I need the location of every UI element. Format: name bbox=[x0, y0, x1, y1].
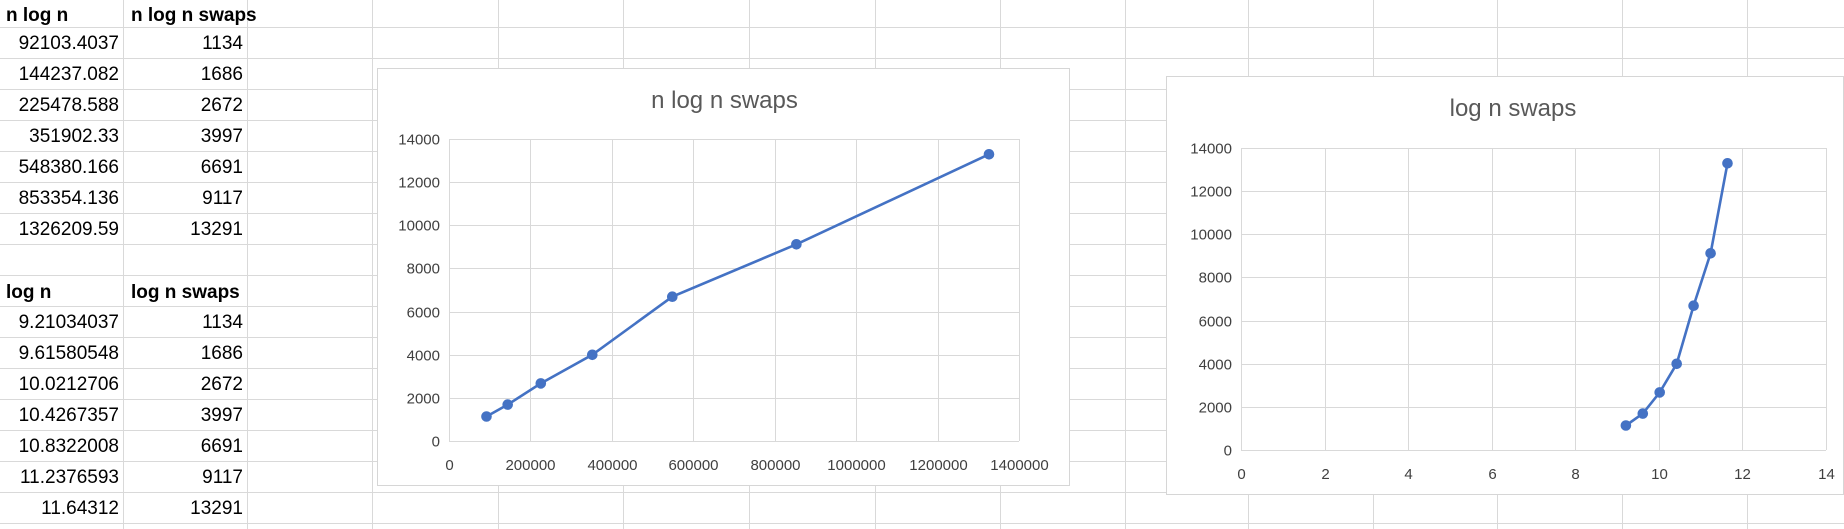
data-point[interactable] bbox=[587, 349, 598, 361]
data-point[interactable] bbox=[1705, 248, 1716, 259]
data-point[interactable] bbox=[481, 411, 492, 422]
chart-title: log n swaps bbox=[1450, 95, 1577, 122]
y-tick-label: 8000 bbox=[407, 261, 440, 278]
table-cell[interactable]: 92103.4037 bbox=[18, 33, 119, 54]
table-cell[interactable]: 9.61580548 bbox=[18, 343, 119, 364]
y-tick-label: 0 bbox=[1224, 443, 1232, 460]
table-cell[interactable]: 1326209.59 bbox=[18, 219, 119, 240]
y-tick-label: 2000 bbox=[407, 391, 440, 408]
table-cell[interactable]: 853354.136 bbox=[18, 188, 119, 209]
y-tick-label: 12000 bbox=[1190, 184, 1232, 201]
y-tick-label: 8000 bbox=[1199, 270, 1232, 287]
x-tick-label: 1000000 bbox=[827, 457, 885, 474]
x-tick-label: 0 bbox=[1237, 466, 1245, 483]
data-point[interactable] bbox=[1671, 358, 1683, 370]
table-cell[interactable]: 1686 bbox=[200, 64, 243, 85]
x-tick-label: 1200000 bbox=[909, 457, 967, 474]
table-cell[interactable]: 11.2376593 bbox=[20, 467, 119, 488]
table-cell[interactable]: 9117 bbox=[202, 467, 243, 488]
header-cell-n-log-n[interactable]: n log n bbox=[6, 5, 69, 26]
table-cell[interactable]: 2672 bbox=[200, 95, 243, 116]
table-cell[interactable]: 548380.166 bbox=[18, 157, 119, 178]
table-cell[interactable]: 1686 bbox=[200, 343, 243, 364]
y-tick-label: 10000 bbox=[398, 218, 440, 235]
series-line bbox=[1625, 163, 1729, 427]
x-tick-label: 800000 bbox=[750, 457, 800, 474]
table-cell[interactable]: 13291 bbox=[190, 219, 243, 240]
table-cell[interactable]: 144237.082 bbox=[18, 64, 119, 85]
table-cell[interactable]: 3997 bbox=[200, 405, 243, 426]
chart-svg: log n swaps 0 2000 4000 6000 8000 10000 12000 1… bbox=[1190, 95, 1835, 483]
y-tick-label: 4000 bbox=[1199, 357, 1232, 374]
x-tick-label: 8 bbox=[1571, 466, 1579, 483]
header-cell-log-n[interactable]: log n bbox=[6, 282, 52, 303]
table-cell[interactable]: 3997 bbox=[200, 126, 243, 147]
data-point[interactable] bbox=[535, 378, 547, 389]
table-cell[interactable]: 9117 bbox=[202, 188, 243, 209]
data-point[interactable] bbox=[502, 399, 513, 410]
series-line bbox=[485, 153, 990, 418]
chart-n-log-n-swaps[interactable]: n log n swaps 0 2000 4000 6000 8000 10000 1200… bbox=[377, 68, 1070, 486]
table-cell[interactable]: 11.64312 bbox=[41, 498, 119, 519]
chart-title: n log n swaps bbox=[651, 87, 798, 114]
x-tick-label: 6 bbox=[1488, 466, 1496, 483]
table-cell[interactable]: 13291 bbox=[190, 498, 243, 519]
data-point[interactable] bbox=[1637, 408, 1649, 419]
data-point[interactable] bbox=[1688, 300, 1699, 311]
table-cell[interactable]: 2672 bbox=[200, 374, 243, 395]
y-tick-label: 4000 bbox=[407, 348, 440, 365]
table-cell[interactable]: 6691 bbox=[200, 436, 243, 457]
table-cell[interactable]: 351902.33 bbox=[29, 126, 119, 147]
x-tick-label: 600000 bbox=[668, 457, 718, 474]
y-tick-label: 2000 bbox=[1199, 400, 1232, 417]
x-tick-label: 2 bbox=[1321, 466, 1329, 483]
x-tick-label: 1400000 bbox=[990, 457, 1048, 474]
x-tick-label: 0 bbox=[445, 457, 453, 474]
table-cell[interactable]: 1134 bbox=[202, 33, 243, 54]
y-tick-label: 14000 bbox=[1190, 141, 1232, 158]
x-tick-label: 200000 bbox=[505, 457, 555, 474]
data-point[interactable] bbox=[1654, 387, 1666, 398]
table-cell[interactable]: 6691 bbox=[200, 157, 243, 178]
table-cell[interactable]: 10.8322008 bbox=[18, 436, 119, 457]
header-cell-log-n-swaps[interactable]: log n swaps bbox=[131, 282, 240, 303]
table-cell[interactable]: 10.4267357 bbox=[18, 405, 119, 426]
data-point[interactable] bbox=[1722, 158, 1733, 169]
table-cell[interactable]: 10.0212706 bbox=[18, 374, 119, 395]
header-cell-n-log-n-swaps[interactable]: n log n swaps bbox=[131, 5, 257, 26]
y-tick-label: 10000 bbox=[1190, 227, 1232, 244]
table-cell[interactable]: 9.21034037 bbox=[18, 312, 119, 333]
chart-log-n-swaps[interactable]: log n swaps 0 2000 4000 6000 8000 10000 12000 1… bbox=[1166, 76, 1844, 495]
x-tick-label: 10 bbox=[1651, 466, 1668, 483]
y-tick-label: 0 bbox=[432, 434, 440, 451]
y-tick-label: 14000 bbox=[398, 132, 440, 149]
chart-svg: n log n swaps 0 2000 4000 6000 8000 10000 1200… bbox=[398, 87, 1048, 474]
x-tick-label: 14 bbox=[1818, 466, 1835, 483]
table-cell[interactable]: 1134 bbox=[202, 312, 243, 333]
y-tick-label: 12000 bbox=[398, 175, 440, 192]
x-tick-label: 4 bbox=[1404, 466, 1412, 483]
table-cell[interactable]: 225478.588 bbox=[18, 95, 119, 116]
data-point[interactable] bbox=[983, 149, 995, 160]
data-point[interactable] bbox=[1620, 420, 1632, 431]
y-tick-label: 6000 bbox=[1199, 314, 1232, 331]
y-tick-label: 6000 bbox=[407, 305, 440, 322]
data-point[interactable] bbox=[791, 239, 802, 250]
x-tick-label: 12 bbox=[1734, 466, 1751, 483]
x-tick-label: 400000 bbox=[587, 457, 637, 474]
data-point[interactable] bbox=[667, 291, 678, 302]
